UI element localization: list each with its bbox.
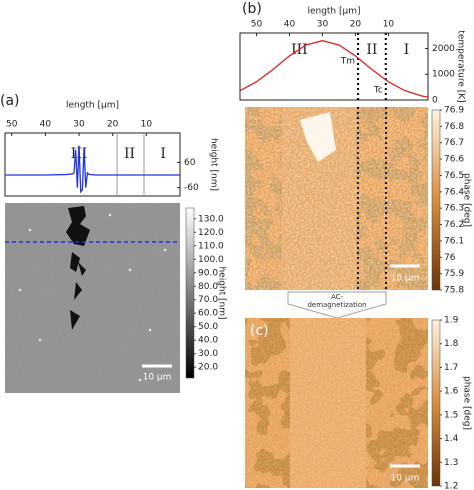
colorbar-tick-label: 1.6 <box>444 387 459 397</box>
colorbar-label: phase [deg] <box>462 173 472 227</box>
colorbar-tick-label: 76.9 <box>444 106 464 116</box>
colorbar-tick-label: 60.0 <box>198 309 218 319</box>
image-texture <box>5 203 180 393</box>
colorbar-tick-label: 30.0 <box>198 349 218 359</box>
x-tick-label: 20 <box>350 20 362 30</box>
data-line <box>239 40 429 98</box>
colorbar-tick-label: 76.1 <box>444 236 464 246</box>
annotation: Tm <box>340 57 355 67</box>
arrow-label: AC- <box>331 293 344 301</box>
colorbar-label: phase [deg] <box>462 376 472 430</box>
x-tick-label: 20 <box>107 120 119 130</box>
x-tick-label: 10 <box>141 120 153 130</box>
y-axis-label: height [nm] <box>209 138 219 191</box>
scale-label: 10 µm <box>391 274 420 284</box>
colorbar-tick-label: 75.9 <box>444 269 464 279</box>
colorbar-tick-label: 1.3 <box>444 458 458 468</box>
colorbar-tick-label: 110.0 <box>198 241 224 251</box>
colorbar-tick-label: 40.0 <box>198 336 218 346</box>
y-tick-label: 60 <box>184 158 196 168</box>
colorbar-tick-label: 1.8 <box>444 339 459 349</box>
region-label: I <box>160 146 166 162</box>
particles <box>18 213 167 382</box>
colorbar-tick-label: 100.0 <box>198 255 224 265</box>
colorbar-tick-label: 76.6 <box>444 155 464 165</box>
colorbar-tick-label: 75.8 <box>444 286 464 296</box>
colorbar <box>185 207 195 379</box>
colorbar-tick-label: 1.9 <box>444 316 459 326</box>
colorbar-tick-label: 76.8 <box>444 122 464 132</box>
region-label: I <box>404 42 410 58</box>
arrow <box>287 291 387 319</box>
colorbar <box>431 109 441 291</box>
colorbar-tick-label: 80.0 <box>198 282 218 292</box>
colorbar-tick-label: 76 <box>444 253 456 263</box>
colorbar-label: height [nm] <box>217 266 227 319</box>
colorbar-tick-label: 90.0 <box>198 268 218 278</box>
colorbar-tick-label: 76.2 <box>444 220 464 230</box>
x-tick-label: 40 <box>40 120 52 130</box>
panel-label: (b) <box>242 1 262 17</box>
colorbar-tick-label: 120.0 <box>198 228 224 238</box>
y-tick-label: -60 <box>184 183 199 193</box>
colorbar-tick-label: 70.0 <box>198 295 218 305</box>
panel-label: (a) <box>0 93 20 109</box>
colorbar-tick-label: 76.5 <box>444 171 464 181</box>
x-tick-label: 10 <box>383 20 395 30</box>
colorbar-tick-label: 20.0 <box>198 363 218 373</box>
colorbar-tick-label: 76.3 <box>444 204 464 214</box>
x-tick-label: 30 <box>317 20 329 30</box>
scale-label: 10 µm <box>143 373 172 383</box>
x-axis-label: length [µm] <box>307 7 360 17</box>
annotation: Tc <box>373 86 383 96</box>
bright-area <box>300 112 336 162</box>
colorbar-tick-label: 1.5 <box>444 410 458 420</box>
y-axis-label: temperature [K] <box>456 30 466 102</box>
x-axis-label: length [µm] <box>66 101 119 111</box>
colorbar-tick-label: 76.7 <box>444 138 464 148</box>
image-texture <box>245 318 428 488</box>
data-line <box>5 145 180 194</box>
region-label: II <box>366 42 377 58</box>
x-tick-label: 50 <box>251 20 263 30</box>
scale-label: 10 µm <box>391 474 420 484</box>
arrow-label: demagnetization <box>307 301 366 309</box>
y-tick-label: 0 <box>432 96 438 106</box>
colorbar-tick-label: 76.4 <box>444 187 464 197</box>
colorbar-tick-label: 1.7 <box>444 363 458 373</box>
x-tick-label: 40 <box>284 20 296 30</box>
panel-label: (c) <box>250 323 269 339</box>
colorbar-tick-label: 1.2 <box>444 482 458 490</box>
region-label: II <box>124 146 135 162</box>
y-tick-label: 2000 <box>432 44 455 54</box>
image-texture <box>245 107 428 290</box>
colorbar-tick-label: 1.4 <box>444 434 459 444</box>
colorbar <box>431 319 441 487</box>
crack <box>66 206 90 330</box>
plot-frame <box>4 132 181 197</box>
y-tick-label: 1000 <box>432 70 455 80</box>
x-tick-label: 30 <box>73 120 85 130</box>
x-tick-label: 50 <box>6 120 18 130</box>
colorbar-tick-label: 50.0 <box>198 322 218 332</box>
colorbar-tick-label: 130.0 <box>198 214 224 224</box>
